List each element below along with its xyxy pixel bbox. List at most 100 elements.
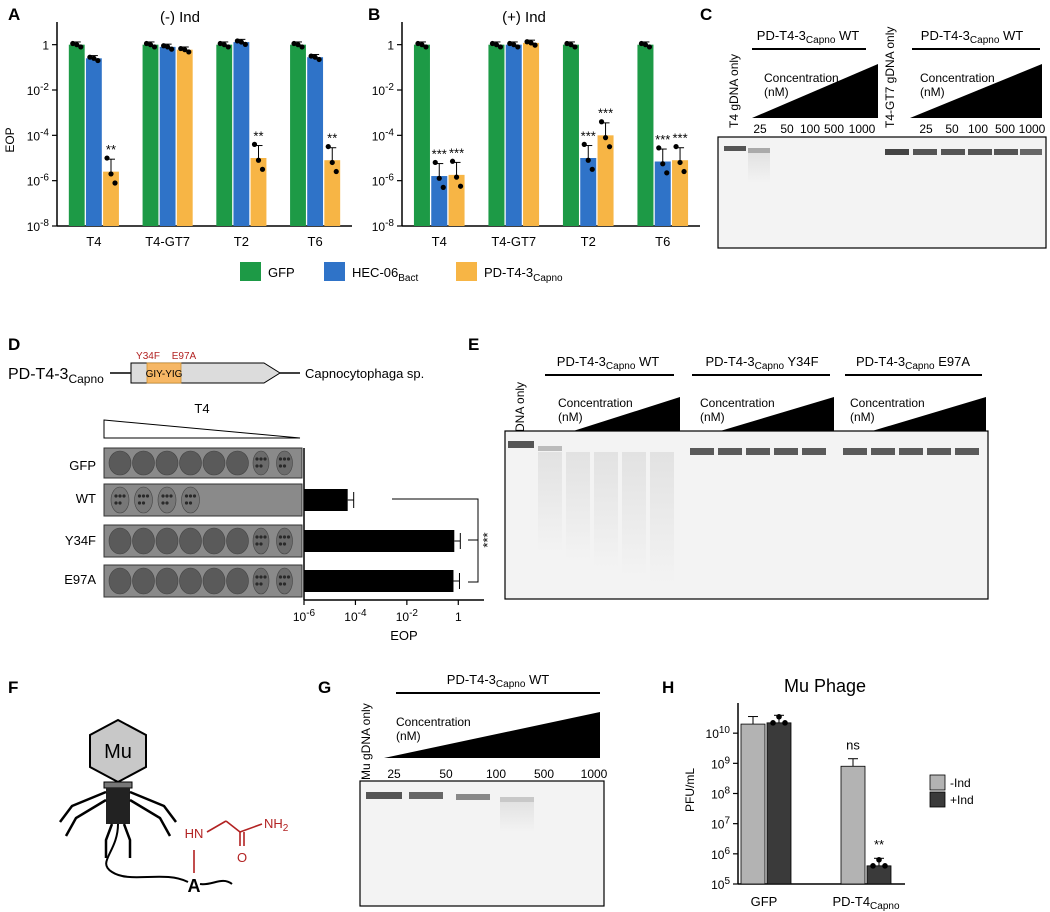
- x-tick-label: T4: [432, 234, 447, 249]
- gel-c-band: [748, 148, 770, 153]
- y-tick-label: 106: [711, 846, 730, 862]
- plaque-spot: [155, 527, 179, 555]
- plaque: [278, 457, 283, 461]
- x-tick-label: T6: [655, 234, 670, 249]
- gel-g-conc-1: 25: [387, 767, 401, 781]
- data-point: [147, 42, 154, 48]
- data-point: [104, 155, 110, 161]
- panel-label-f: F: [8, 678, 18, 697]
- plaque: [255, 464, 259, 468]
- bar: [488, 44, 505, 226]
- mod-o: O: [237, 850, 247, 865]
- gel-c-band: [994, 149, 1018, 155]
- plaque-spot: [155, 450, 179, 476]
- giy-yig-domain: [146, 362, 182, 384]
- data-point: [112, 180, 118, 186]
- bar: [304, 530, 455, 552]
- data-point: [423, 44, 429, 50]
- x-tick-label: T2: [581, 234, 596, 249]
- bar: [250, 158, 267, 226]
- plaque-spot: [252, 450, 270, 476]
- gel-e-smear: [650, 452, 674, 584]
- plaque: [278, 575, 283, 579]
- plaque: [165, 494, 169, 498]
- data-point: [325, 143, 331, 150]
- chart-b: (+) Ind 10-8 10-6 10-4 10-2 1 T4 T4-GT7 T2 T6 ***…: [372, 9, 700, 249]
- legend-swatch-gfp: [240, 262, 261, 281]
- data-point: [453, 174, 460, 180]
- plaque-spot: [181, 486, 200, 514]
- data-point: [564, 40, 570, 47]
- data-point: [329, 159, 335, 166]
- x-tick-label: T4-GT7: [491, 234, 536, 249]
- plaque: [141, 494, 146, 498]
- plaque-spot: [108, 527, 132, 555]
- plaque: [145, 494, 150, 498]
- panel-label-g: G: [318, 678, 331, 697]
- plaque: [259, 535, 263, 539]
- data-point: [532, 42, 538, 48]
- bar: [505, 44, 522, 226]
- plaque-spot: [202, 527, 226, 555]
- data-point: [143, 40, 150, 47]
- gel-g-image: [359, 780, 605, 907]
- plaque-spot: [276, 527, 293, 555]
- gel-g-band: [456, 794, 490, 800]
- gel-e-smear: [566, 452, 590, 560]
- gel-c-conc-2: 50: [780, 122, 794, 136]
- gel-e-band: [927, 448, 951, 455]
- plaque-spot: [134, 486, 153, 514]
- significance-label: ***: [432, 146, 447, 161]
- plaque: [259, 542, 263, 546]
- legend-swatch-hec: [324, 262, 345, 281]
- panel-c-gel: T4 gDNA only T4-GT7 gDNA only PD-T4-3Cap…: [717, 27, 1047, 249]
- plaque-spot: [108, 450, 132, 476]
- gel-e-group1-conc: Concentration: [558, 396, 633, 410]
- plaque: [286, 457, 291, 461]
- chart-h: Mu Phage PFU/mL -Ind +Ind GFP PD-T4Capno…: [683, 676, 974, 912]
- plaque-spot: [157, 486, 177, 514]
- gel-e-band: [774, 448, 798, 455]
- gel-c-image: [717, 136, 1047, 249]
- panel-e-gel: T4 gDNA only PD-T4-3Capno WT Concentrati…: [504, 354, 989, 600]
- plaque: [263, 457, 267, 461]
- legend-label-hec: HEC-06Bact: [352, 265, 418, 284]
- data-point: [178, 45, 184, 52]
- plaque: [255, 542, 259, 546]
- data-point: [165, 44, 171, 50]
- data-point: [161, 43, 167, 49]
- plaque-spot: [252, 527, 270, 555]
- legend-swatch-pos-ind: [929, 791, 946, 808]
- data-point: [776, 714, 782, 720]
- data-point: [489, 40, 496, 47]
- y-tick-label: 10-2: [27, 82, 50, 98]
- gel-g-conc-4: 500: [534, 767, 554, 781]
- plaque: [286, 575, 291, 579]
- x-tick-label: T4-GT7: [145, 234, 190, 249]
- plaque-row-label-wt: WT: [76, 491, 96, 506]
- plaque: [255, 535, 259, 539]
- data-point: [238, 39, 244, 45]
- bar: [740, 723, 766, 885]
- data-point: [602, 135, 609, 141]
- plaque-spot: [276, 450, 293, 476]
- y-tick-label: 10-4: [27, 127, 50, 143]
- plaque: [114, 501, 118, 505]
- legend-label-pos-ind: +Ind: [950, 793, 974, 807]
- mod-hn: HN: [185, 826, 204, 841]
- plaque: [259, 457, 263, 461]
- y-tick-label: 10-2: [372, 82, 395, 98]
- modified-base-a: A: [188, 876, 201, 896]
- giy-yig-label: GIY-YIG: [146, 369, 183, 380]
- gel-e-group1-wedge: [545, 397, 680, 440]
- bar: [142, 44, 159, 226]
- plaque-plate-row: [103, 483, 303, 517]
- data-point: [225, 44, 231, 50]
- plaque-phage-label: T4: [194, 401, 209, 416]
- bar: [766, 722, 792, 885]
- gel-c-group2-unit: (nM): [920, 85, 945, 99]
- plaque: [278, 535, 283, 539]
- significance-label: ***: [672, 131, 687, 146]
- gel-c-conc-1: 25: [753, 122, 767, 136]
- gel-g-smear: [500, 802, 534, 832]
